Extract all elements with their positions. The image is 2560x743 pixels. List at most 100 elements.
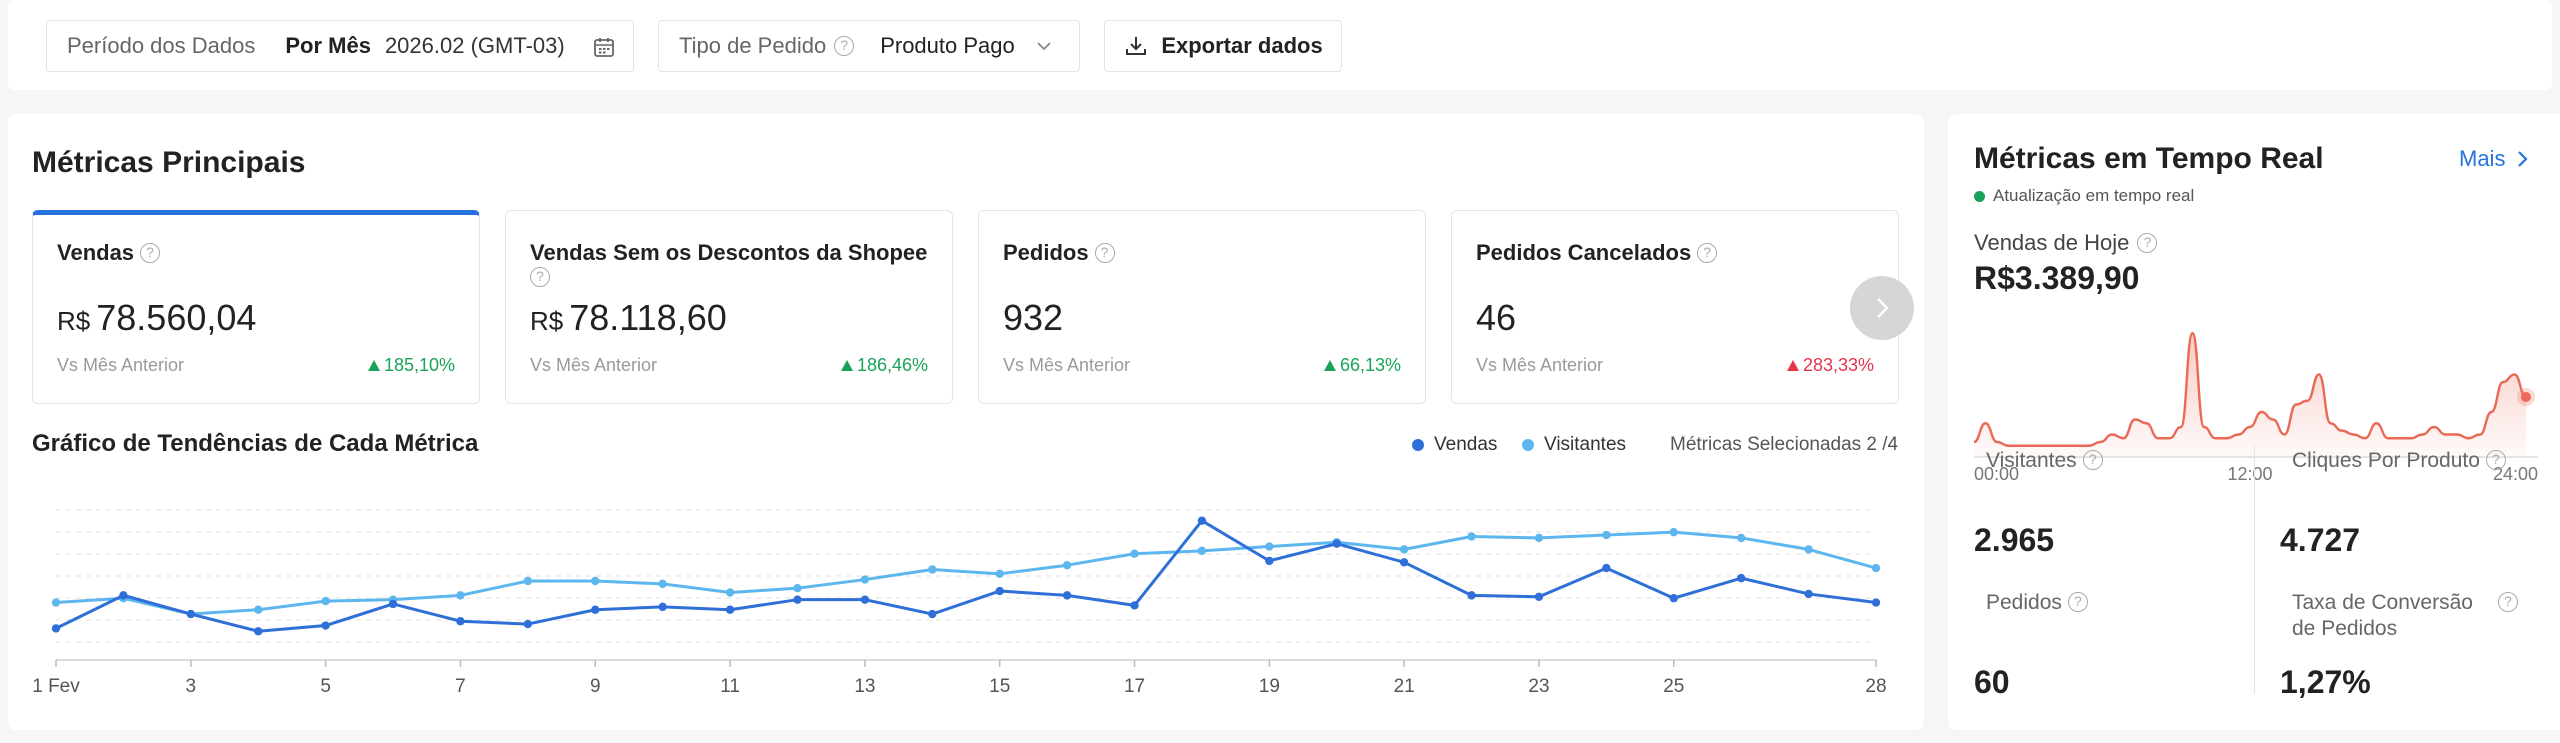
x-tick-label: 9 bbox=[590, 676, 601, 697]
download-icon bbox=[1126, 37, 1147, 55]
help-icon[interactable]: ? bbox=[2498, 592, 2518, 612]
legend-visitantes[interactable]: Visitantes bbox=[1522, 434, 1626, 456]
data-point[interactable] bbox=[1265, 556, 1274, 566]
metric-card-vendas-sem-descontos[interactable]: Vendas Sem os Descontos da Shopee ? R$ 78… bbox=[505, 210, 953, 404]
rt-metric-value: 4.727 bbox=[2280, 522, 2361, 558]
data-point[interactable] bbox=[1534, 592, 1544, 601]
data-point[interactable] bbox=[1602, 530, 1611, 540]
data-point[interactable] bbox=[254, 627, 263, 636]
help-icon[interactable]: ? bbox=[1697, 242, 1718, 263]
selected-metrics-link[interactable]: Métricas Selecionadas 2 /4 bbox=[1670, 434, 1899, 455]
data-point[interactable] bbox=[1871, 563, 1881, 573]
data-point[interactable] bbox=[591, 576, 600, 586]
data-point[interactable] bbox=[658, 602, 667, 612]
sparkline-line bbox=[1974, 332, 2527, 447]
data-point[interactable] bbox=[725, 588, 735, 597]
data-point[interactable] bbox=[860, 595, 870, 604]
help-icon[interactable]: ? bbox=[2137, 233, 2158, 253]
data-point[interactable] bbox=[1871, 598, 1881, 607]
live-dot-icon bbox=[1974, 190, 1985, 202]
data-point[interactable] bbox=[591, 605, 600, 614]
chevron-right-icon bbox=[1877, 298, 1889, 318]
live-point bbox=[2521, 392, 2531, 402]
help-icon[interactable]: ? bbox=[2082, 449, 2103, 470]
data-point[interactable] bbox=[1602, 563, 1611, 573]
arrow-up-icon bbox=[1786, 360, 1799, 371]
x-tick-label: 3 bbox=[186, 676, 197, 697]
data-point[interactable] bbox=[1130, 601, 1139, 610]
help-icon[interactable]: ? bbox=[140, 242, 161, 263]
data-point[interactable] bbox=[321, 596, 330, 606]
metric-label: Vendas Sem os Descontos da Shopee bbox=[530, 240, 928, 265]
data-point[interactable] bbox=[523, 576, 533, 586]
data-point[interactable] bbox=[725, 605, 735, 614]
data-point[interactable] bbox=[1736, 533, 1746, 543]
metric-card-pedidos[interactable]: Pedidos? 932 Vs Mês Anterior 66,13% bbox=[978, 210, 1426, 404]
data-point[interactable] bbox=[388, 599, 398, 609]
x-tick-label: 19 bbox=[1259, 676, 1280, 697]
data-point[interactable] bbox=[1736, 573, 1746, 583]
today-sales-sparkline: 00:00 12:00 24:00 bbox=[1974, 332, 2538, 482]
more-link[interactable]: Mais bbox=[2459, 146, 2533, 172]
help-icon[interactable]: ? bbox=[834, 36, 855, 56]
x-tick-label: 5 bbox=[320, 676, 331, 697]
data-point[interactable] bbox=[456, 617, 465, 626]
data-point[interactable] bbox=[1062, 591, 1072, 600]
calendar-icon[interactable] bbox=[593, 36, 615, 58]
next-metrics-button[interactable] bbox=[1850, 276, 1914, 340]
data-point[interactable] bbox=[658, 579, 667, 589]
legend-label: Visitantes bbox=[1544, 434, 1627, 455]
data-point[interactable] bbox=[1669, 594, 1678, 603]
data-point[interactable] bbox=[1332, 539, 1341, 548]
data-point[interactable] bbox=[928, 565, 937, 574]
data-point[interactable] bbox=[523, 619, 533, 629]
metric-card-vendas[interactable]: Vendas? R$ 78.560,04 Vs Mês Anterior 185,… bbox=[32, 210, 480, 404]
sparkline-area bbox=[1974, 333, 2526, 457]
x-tick-label: 15 bbox=[989, 676, 1010, 697]
rt-metric-label: Pedidos? bbox=[1986, 590, 2088, 616]
data-point[interactable] bbox=[1062, 561, 1072, 570]
data-point[interactable] bbox=[1130, 549, 1139, 558]
data-point[interactable] bbox=[995, 569, 1004, 579]
data-point[interactable] bbox=[860, 575, 870, 584]
data-point[interactable] bbox=[321, 621, 330, 630]
legend-vendas[interactable]: Vendas bbox=[1412, 434, 1497, 456]
data-point[interactable] bbox=[456, 591, 465, 600]
data-point[interactable] bbox=[119, 591, 128, 600]
x-tick-label: 13 bbox=[854, 676, 875, 697]
data-point[interactable] bbox=[254, 605, 263, 614]
data-point[interactable] bbox=[1669, 527, 1678, 537]
data-point[interactable] bbox=[1399, 545, 1409, 554]
metric-change: 283,33% bbox=[1786, 355, 1874, 376]
data-point[interactable] bbox=[928, 609, 937, 619]
help-icon[interactable]: ? bbox=[530, 267, 550, 287]
data-point[interactable] bbox=[1804, 545, 1813, 554]
data-point[interactable] bbox=[186, 609, 196, 619]
data-point[interactable] bbox=[1265, 542, 1274, 551]
metric-label: Pedidos bbox=[1003, 240, 1089, 265]
help-icon[interactable]: ? bbox=[2485, 449, 2506, 470]
data-point[interactable] bbox=[1197, 516, 1207, 525]
data-point[interactable] bbox=[51, 598, 61, 607]
data-point[interactable] bbox=[1197, 546, 1207, 556]
data-point[interactable] bbox=[793, 583, 802, 593]
data-point[interactable] bbox=[1399, 558, 1409, 567]
data-point[interactable] bbox=[995, 586, 1004, 596]
today-sales-value: R$3.389,90 bbox=[1974, 260, 2140, 296]
trend-chart: 1 Fev 3 5 7 9 11 13 15 17 19 21 23 25 28 bbox=[32, 509, 1887, 697]
data-point[interactable] bbox=[793, 595, 802, 604]
data-point[interactable] bbox=[1467, 532, 1476, 541]
currency: R$ bbox=[530, 306, 564, 336]
data-point[interactable] bbox=[1804, 589, 1813, 599]
data-point[interactable] bbox=[51, 624, 61, 633]
x-tick-label: 25 bbox=[1663, 676, 1684, 697]
metric-card-pedidos-cancelados[interactable]: Pedidos Cancelados? 46 Vs Mês Anterior 2… bbox=[1451, 210, 1899, 404]
data-point[interactable] bbox=[1534, 533, 1544, 543]
today-sales-label: Vendas de Hoje? bbox=[1974, 230, 2158, 256]
data-point[interactable] bbox=[1467, 591, 1476, 600]
help-icon[interactable]: ? bbox=[2067, 591, 2088, 612]
export-button[interactable]: Exportar dados bbox=[1104, 20, 1342, 72]
order-type-select[interactable]: Tipo de Pedido ? Produto Pago bbox=[658, 20, 1080, 72]
help-icon[interactable]: ? bbox=[1094, 242, 1115, 263]
period-selector[interactable]: Período dos Dados Por Mês 2026.02 (GMT-0… bbox=[46, 20, 634, 72]
